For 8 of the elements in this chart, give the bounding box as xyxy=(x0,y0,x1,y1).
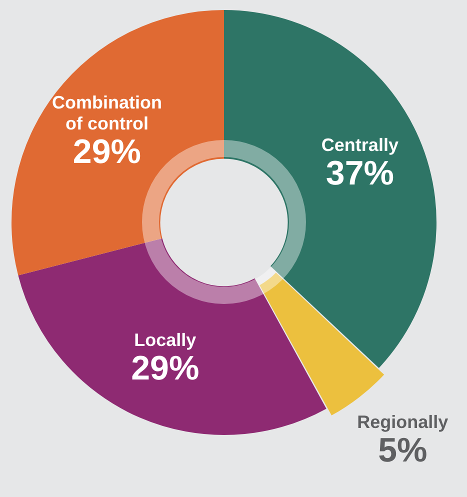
slice-label: Locally xyxy=(134,330,196,350)
slice-label: Regionally xyxy=(357,412,448,432)
data-label: 5% xyxy=(378,432,428,470)
data-label: 29% xyxy=(72,133,141,172)
data-label: 29% xyxy=(131,349,200,388)
slice-label: Centrally xyxy=(321,135,398,156)
data-label: 37% xyxy=(326,154,394,193)
slice-label: Combination of control xyxy=(52,92,162,134)
